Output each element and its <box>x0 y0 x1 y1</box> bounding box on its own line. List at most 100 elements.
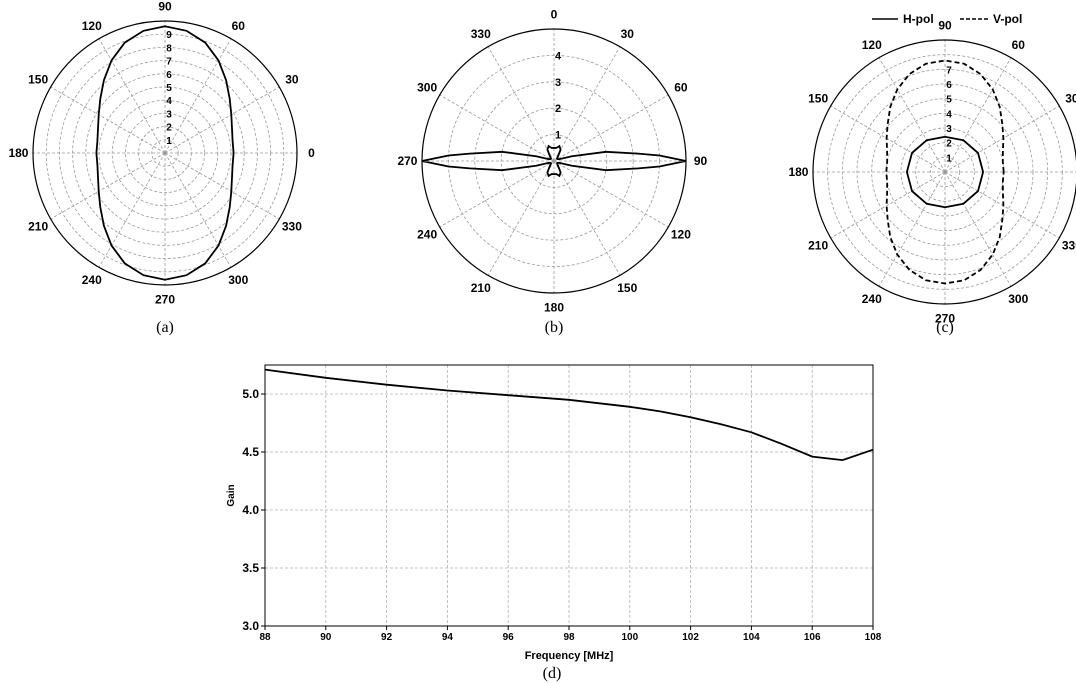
angle-label: 30 <box>1065 92 1076 106</box>
radial-label: 5 <box>946 95 952 106</box>
angle-label: 0 <box>551 7 558 21</box>
angle-label: 90 <box>158 0 172 13</box>
grid-circle <box>45 33 285 273</box>
series-line <box>95 25 235 281</box>
grid-circle <box>125 113 205 193</box>
grid-circle <box>151 139 179 167</box>
caption: (a) <box>156 319 174 336</box>
angle-label: 150 <box>617 281 637 295</box>
x-tick-label: 98 <box>563 632 575 643</box>
grid-spoke <box>487 46 555 162</box>
angle-label: 120 <box>671 227 691 241</box>
series-line <box>421 144 687 178</box>
angle-label: 210 <box>28 219 48 233</box>
grid-spoke <box>830 105 946 173</box>
caption: (b) <box>545 319 564 336</box>
x-tick-label: 90 <box>320 632 332 643</box>
y-tick-label: 3.5 <box>242 561 259 575</box>
angle-label: 60 <box>674 81 688 95</box>
angle-label: 60 <box>1012 38 1026 52</box>
grid-spoke <box>164 38 232 154</box>
y-tick-label: 5.0 <box>242 387 259 401</box>
grid-spoke <box>98 152 166 268</box>
polar-chart-a: 0 30 60 90 120 150 180 210 240 270 300 330 1 2 3 4 5 6 7 8 9… <box>8 0 315 336</box>
grid-spoke <box>944 171 1012 287</box>
angle-label: 30 <box>621 27 635 41</box>
grid-circle <box>929 156 961 188</box>
legend-label: H-pol <box>903 12 934 26</box>
series-line <box>264 368 874 462</box>
angle-label: 150 <box>28 73 48 87</box>
angle-label: 240 <box>862 292 882 306</box>
radial-label: 1 <box>946 153 952 164</box>
grid-spoke <box>487 160 555 276</box>
angle-label: 120 <box>82 19 102 33</box>
angle-label: 210 <box>808 238 828 252</box>
polar-chart-b: 0 30 60 90 120 150 180 210 240 270 300 330 1 2 3 4 (b) <box>397 7 707 336</box>
grid-spoke <box>944 105 1060 173</box>
radial-label: 9 <box>166 30 172 41</box>
angle-label: 330 <box>471 27 491 41</box>
x-tick-label: 102 <box>682 632 699 643</box>
grid-spoke <box>164 152 280 220</box>
radial-label: 2 <box>946 139 952 150</box>
grid-circle <box>900 127 990 217</box>
x-tick-label: 92 <box>381 632 393 643</box>
outer-ring <box>32 20 298 286</box>
radial-label: 4 <box>555 50 562 62</box>
radial-label: 4 <box>946 109 952 120</box>
grid-circle <box>915 142 975 202</box>
x-tick-label: 96 <box>503 632 515 643</box>
angle-label: 330 <box>1062 238 1076 252</box>
grid-spoke <box>553 46 621 162</box>
radial-label: 7 <box>946 65 952 76</box>
angle-label: 180 <box>544 301 564 315</box>
angle-label: 270 <box>155 293 175 307</box>
radial-label: 3 <box>946 124 952 135</box>
y-tick-label: 3.0 <box>242 619 259 633</box>
x-tick-label: 88 <box>259 632 271 643</box>
x-tick-label: 94 <box>442 632 454 643</box>
angle-label: 120 <box>862 38 882 52</box>
y-tick-label: 4.0 <box>242 503 259 517</box>
grid-spoke <box>878 171 946 287</box>
grid-circle <box>85 73 245 233</box>
line-chart-d: 88 90 92 94 96 98 100 102 104 106 108 3.0 3.5 4.0 4.5 5… <box>226 364 882 682</box>
x-tick-label: 100 <box>621 632 638 643</box>
radial-label: 2 <box>166 123 172 134</box>
radial-label: 2 <box>555 103 561 115</box>
radial-label: 7 <box>166 57 172 68</box>
grid-spoke <box>830 171 946 239</box>
y-tick-label: 4.5 <box>242 445 259 459</box>
radial-label: 5 <box>166 83 172 94</box>
x-tick-label: 108 <box>865 632 882 643</box>
angle-label: 60 <box>232 19 246 33</box>
caption: (d) <box>543 665 562 682</box>
grid-spoke <box>553 160 621 276</box>
angle-label: 300 <box>417 81 437 95</box>
angle-label: 90 <box>694 154 708 168</box>
y-axis-label: Gain <box>226 484 237 506</box>
x-tick-label: 106 <box>804 632 821 643</box>
angle-label: 180 <box>788 165 808 179</box>
angle-label: 180 <box>8 146 28 160</box>
radial-label: 4 <box>166 96 172 107</box>
grid-circle <box>474 81 634 241</box>
grid-circle <box>871 98 1019 246</box>
angle-label: 300 <box>228 273 248 287</box>
angle-label: 270 <box>935 312 955 326</box>
series-line-h-pol <box>905 135 985 209</box>
grid-spoke <box>164 86 280 154</box>
x-axis-label: Frequency [MHz] <box>525 650 614 662</box>
x-tick-label: 104 <box>743 632 760 643</box>
series-line-v-pol <box>885 59 1005 285</box>
grid-spoke <box>50 86 166 154</box>
angle-label: 150 <box>808 92 828 106</box>
grid-spoke <box>944 57 1012 173</box>
grid-spoke <box>98 38 166 154</box>
angle-label: 30 <box>285 73 299 87</box>
grid-spoke <box>50 152 166 220</box>
grid-spoke <box>944 171 1060 239</box>
radial-label: 3 <box>166 109 172 120</box>
